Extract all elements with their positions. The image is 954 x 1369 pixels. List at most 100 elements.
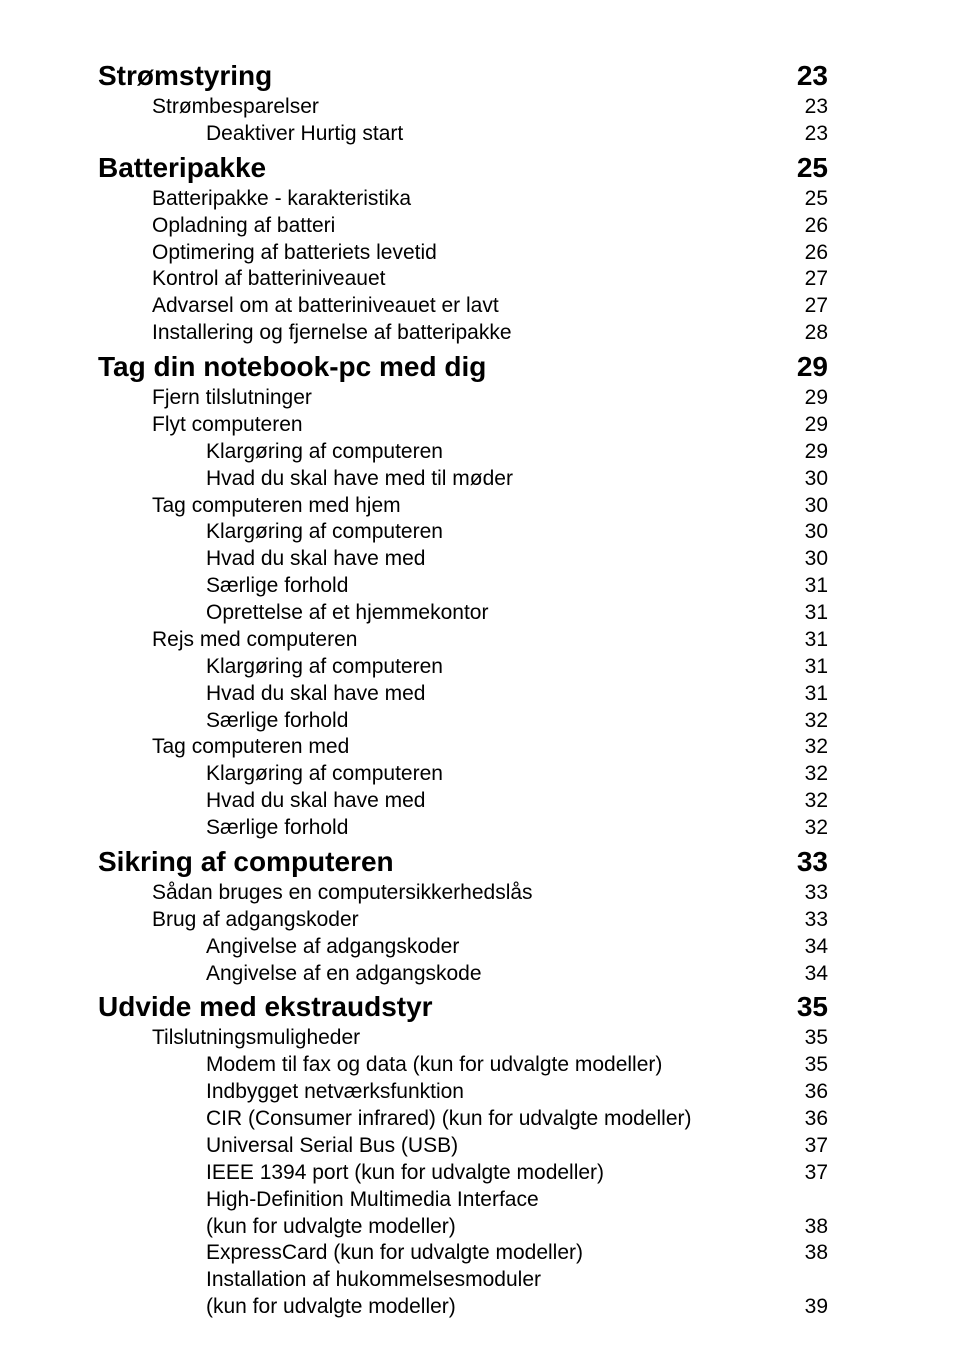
toc-entry: Opladning af batteri 26 <box>98 213 828 240</box>
toc-page-number: 23 <box>805 94 828 121</box>
toc-page-number: 29 <box>805 385 828 412</box>
toc-page-number: 36 <box>805 1106 828 1133</box>
toc-page-number: 39 <box>805 1294 828 1321</box>
toc-entry: Klargøring af computeren 32 <box>98 761 828 788</box>
toc-page-number: 34 <box>805 961 828 988</box>
toc-entry: ExpressCard (kun for udvalgte modeller) 3… <box>98 1240 828 1267</box>
toc-entry: IEEE 1394 port (kun for udvalgte modelle… <box>98 1160 828 1187</box>
toc-label: Hvad du skal have med <box>206 546 425 573</box>
toc-page-number: 23 <box>797 60 828 92</box>
toc-page-number: 35 <box>805 1052 828 1079</box>
toc-entry: Særlige forhold32 <box>98 815 828 842</box>
toc-entry: Angivelse af adgangskoder34 <box>98 934 828 961</box>
toc-entry: Strømstyring23 <box>98 60 828 92</box>
toc-entry: Modem til fax og data (kun for udvalgte … <box>98 1052 828 1079</box>
toc-label: Batteripakke - karakteristika <box>152 186 411 213</box>
toc-entry: Indbygget netværksfunktion 36 <box>98 1079 828 1106</box>
toc-page-number: 31 <box>805 681 828 708</box>
toc-label: Særlige forhold <box>206 708 348 735</box>
toc-label: Angivelse af en adgangskode <box>206 961 482 988</box>
toc-page-number: 26 <box>805 213 828 240</box>
toc-label: Klargøring af computeren <box>206 519 443 546</box>
toc-label: Særlige forhold <box>206 815 348 842</box>
toc-entry: High-Definition Multimedia Interface <box>98 1187 828 1214</box>
toc-page-number: 35 <box>805 1025 828 1052</box>
toc-entry: Optimering af batteriets levetid 26 <box>98 240 828 267</box>
toc-page-number: 31 <box>805 600 828 627</box>
toc-page-number: 31 <box>805 654 828 681</box>
toc-entry: Tilslutningsmuligheder 35 <box>98 1025 828 1052</box>
toc-page-number: 30 <box>805 546 828 573</box>
toc-label: Installation af hukommelsesmoduler <box>206 1267 541 1294</box>
toc-entry: Klargøring af computeren 30 <box>98 519 828 546</box>
toc-page-number: 33 <box>805 907 828 934</box>
toc-entry: Hvad du skal have med 32 <box>98 788 828 815</box>
toc-page-number: 25 <box>797 152 828 184</box>
toc-entry: CIR (Consumer infrared) (kun for udvalgt… <box>98 1106 828 1133</box>
toc-label: Tag computeren med hjem <box>152 493 401 520</box>
toc-label: Deaktiver Hurtig start <box>206 121 403 148</box>
toc-page-number: 28 <box>805 320 828 347</box>
toc-entry: (kun for udvalgte modeller) 38 <box>98 1214 828 1241</box>
toc-label: Rejs med computeren <box>152 627 357 654</box>
toc-entry: Fjern tilslutninger 29 <box>98 385 828 412</box>
toc-page-number: 26 <box>805 240 828 267</box>
toc-label: Tag computeren med <box>152 734 349 761</box>
toc-entry: Universal Serial Bus (USB) 37 <box>98 1133 828 1160</box>
toc-entry: Hvad du skal have med 31 <box>98 681 828 708</box>
toc-page-number: 33 <box>805 880 828 907</box>
toc-page-number: 29 <box>797 351 828 383</box>
toc-label: Hvad du skal have med <box>206 788 425 815</box>
toc-page-number: 37 <box>805 1160 828 1187</box>
toc-label: (kun for udvalgte modeller) <box>206 1214 456 1241</box>
toc-label: Tag din notebook-pc med dig <box>98 351 486 383</box>
toc-page-number: 38 <box>805 1214 828 1241</box>
toc-page-number: 29 <box>805 439 828 466</box>
toc-entry: Sådan bruges en computersikkerhedslås 33 <box>98 880 828 907</box>
toc-entry: Installering og fjernelse af batteripakk… <box>98 320 828 347</box>
toc-label: Klargøring af computeren <box>206 761 443 788</box>
toc-label: High-Definition Multimedia Interface <box>206 1187 539 1214</box>
toc-page-number: 25 <box>805 186 828 213</box>
toc-label: ExpressCard (kun for udvalgte modeller) <box>206 1240 583 1267</box>
toc-label: Udvide med ekstraudstyr <box>98 991 433 1023</box>
toc-label: Installering og fjernelse af batteripakk… <box>152 320 512 347</box>
toc-page-number: 37 <box>805 1133 828 1160</box>
toc-page-number: 32 <box>805 788 828 815</box>
toc-page-number: 27 <box>805 293 828 320</box>
toc-page-number: 30 <box>805 466 828 493</box>
toc-page-number: 32 <box>805 708 828 735</box>
toc-page-number: 36 <box>805 1079 828 1106</box>
toc-label: Tilslutningsmuligheder <box>152 1025 360 1052</box>
toc-page-number: 38 <box>805 1240 828 1267</box>
toc-entry: Rejs med computeren 31 <box>98 627 828 654</box>
toc-page-number: 31 <box>805 627 828 654</box>
toc-entry: Hvad du skal have med til møder 30 <box>98 466 828 493</box>
toc-entry: Hvad du skal have med 30 <box>98 546 828 573</box>
toc-entry: Tag din notebook-pc med dig 29 <box>98 351 828 383</box>
toc-label: (kun for udvalgte modeller) <box>206 1294 456 1321</box>
toc-entry: Deaktiver Hurtig start23 <box>98 121 828 148</box>
toc-page-number: 35 <box>797 991 828 1023</box>
toc-entry: Brug af adgangskoder33 <box>98 907 828 934</box>
toc-label: Hvad du skal have med til møder <box>206 466 513 493</box>
toc-entry: Klargøring af computeren29 <box>98 439 828 466</box>
toc-label: Opladning af batteri <box>152 213 335 240</box>
toc-page-number: 30 <box>805 519 828 546</box>
table-of-contents: Strømstyring23Strømbesparelser23Deaktive… <box>98 60 828 1321</box>
toc-label: Fjern tilslutninger <box>152 385 312 412</box>
toc-page-number: 32 <box>805 761 828 788</box>
toc-label: Klargøring af computeren <box>206 654 443 681</box>
toc-entry: Særlige forhold31 <box>98 573 828 600</box>
toc-entry: Klargøring af computeren 31 <box>98 654 828 681</box>
toc-label: Kontrol af batteriniveauet <box>152 266 385 293</box>
toc-label: Sikring af computeren <box>98 846 394 878</box>
toc-label: Indbygget netværksfunktion <box>206 1079 464 1106</box>
toc-label: Universal Serial Bus (USB) <box>206 1133 458 1160</box>
toc-label: Optimering af batteriets levetid <box>152 240 437 267</box>
toc-label: Hvad du skal have med <box>206 681 425 708</box>
toc-label: Sådan bruges en computersikkerhedslås <box>152 880 533 907</box>
toc-label: Advarsel om at batteriniveauet er lavt <box>152 293 499 320</box>
toc-label: Angivelse af adgangskoder <box>206 934 459 961</box>
toc-page-number: 27 <box>805 266 828 293</box>
